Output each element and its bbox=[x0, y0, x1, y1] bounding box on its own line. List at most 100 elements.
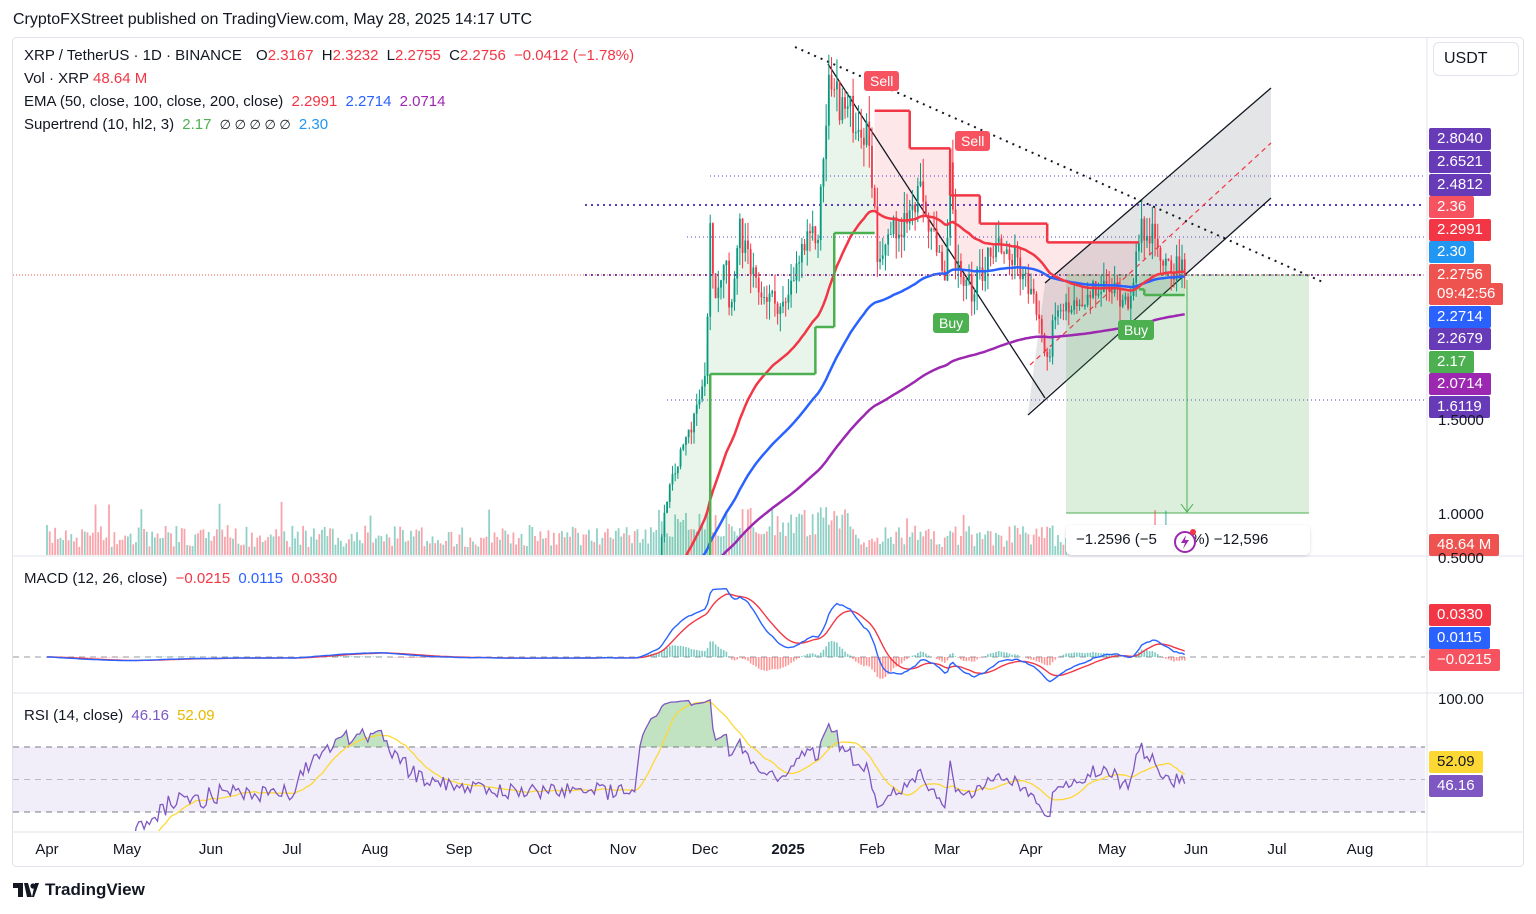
candle-body bbox=[440, 594, 442, 595]
candle-body bbox=[176, 608, 178, 609]
macd-hist-bar bbox=[706, 648, 709, 657]
candle-body bbox=[800, 243, 803, 263]
volume-bar bbox=[520, 533, 523, 555]
macd-hist-bar bbox=[1024, 657, 1027, 658]
candle-body bbox=[1030, 288, 1032, 294]
candle-body bbox=[477, 596, 479, 597]
volume-bar bbox=[951, 532, 954, 555]
candle-body bbox=[779, 306, 782, 314]
rsi-legend[interactable]: RSI (14, close) 46.16 52.09 bbox=[24, 707, 219, 724]
macd-hist-bar bbox=[712, 641, 714, 657]
candle-body bbox=[143, 605, 145, 607]
volume-bar bbox=[1046, 526, 1049, 555]
candle-body bbox=[262, 611, 264, 613]
candle-body bbox=[951, 162, 954, 210]
rsi-value: 46.16 bbox=[131, 707, 169, 724]
candle-body bbox=[857, 129, 860, 133]
volume-bar bbox=[288, 546, 291, 555]
macd-hist-bar bbox=[663, 649, 666, 657]
candle-body bbox=[310, 608, 312, 610]
candle-body bbox=[593, 603, 595, 604]
tradingview-logo[interactable]: TradingView bbox=[13, 880, 145, 900]
candle-body bbox=[676, 466, 679, 474]
volume-bar bbox=[525, 546, 528, 555]
volume-bar bbox=[561, 531, 563, 555]
candle-body bbox=[914, 204, 917, 213]
candle-body bbox=[502, 597, 504, 599]
volume-bar bbox=[579, 545, 582, 555]
volume-bar bbox=[895, 531, 898, 555]
publish-info: CryptoFXStreet published on TradingView.… bbox=[13, 11, 533, 28]
candle-body bbox=[205, 610, 207, 611]
volume-bar bbox=[676, 519, 679, 555]
candle-body bbox=[232, 609, 234, 610]
macd-hist-bar bbox=[644, 655, 647, 657]
volume-bar bbox=[366, 532, 369, 555]
symbol-title[interactable]: XRP / TetherUS · 1D · BINANCE bbox=[24, 47, 242, 64]
candle-body bbox=[548, 601, 550, 602]
ema-legend[interactable]: EMA (50, close, 100, close, 200, close) … bbox=[24, 93, 450, 110]
macd-hist-bar bbox=[884, 657, 887, 677]
candle-body bbox=[1124, 296, 1127, 300]
supertrend-legend[interactable]: Supertrend (10, hl2, 3) 2.17 ∅ ∅ ∅ ∅ ∅ 2… bbox=[24, 116, 332, 133]
volume-bar bbox=[162, 537, 164, 555]
candle-body bbox=[1046, 351, 1049, 357]
macd-hist-bar bbox=[1076, 652, 1078, 657]
volume-bar bbox=[787, 522, 790, 555]
supertrend-fill bbox=[1047, 242, 1139, 357]
volume-bar bbox=[504, 530, 507, 555]
ema200-value: 2.0714 bbox=[399, 93, 446, 110]
candle-body bbox=[424, 592, 426, 595]
candle-body bbox=[825, 125, 828, 160]
volume-bar bbox=[224, 536, 226, 555]
time-axis-label: Jun bbox=[1183, 841, 1209, 858]
macd-hist-bar bbox=[776, 657, 779, 670]
candle-body bbox=[383, 589, 385, 590]
candle-body bbox=[871, 145, 873, 188]
candle-body bbox=[254, 611, 256, 612]
macd-hist-bar bbox=[768, 657, 771, 671]
currency-button[interactable]: USDT bbox=[1433, 42, 1519, 76]
candle-body bbox=[583, 603, 585, 604]
macd-hist-bar bbox=[1156, 654, 1159, 657]
candle-body bbox=[634, 605, 636, 606]
candle-body bbox=[755, 267, 757, 278]
candle-body bbox=[494, 598, 496, 599]
candle-body bbox=[1135, 251, 1138, 283]
candle-body bbox=[480, 596, 482, 597]
candle-body bbox=[1059, 310, 1062, 312]
volume-bar bbox=[1005, 540, 1008, 555]
time-axis-label: Jul bbox=[282, 841, 302, 858]
candle-body bbox=[553, 601, 555, 602]
volume-bar bbox=[234, 528, 237, 555]
candle-body bbox=[838, 81, 841, 121]
macd-histogram bbox=[48, 640, 1186, 679]
macd-hist-bar bbox=[962, 657, 965, 662]
volume-bar bbox=[482, 538, 485, 555]
macd-hist-bar bbox=[434, 657, 437, 658]
candle-body bbox=[725, 260, 728, 266]
candle-body bbox=[127, 604, 129, 605]
macd-hist-bar bbox=[695, 649, 698, 657]
candle-body bbox=[526, 601, 528, 602]
candle-body bbox=[1121, 299, 1124, 307]
macd-hist-bar bbox=[415, 657, 418, 658]
candle-body bbox=[173, 608, 175, 609]
macd-hist-bar bbox=[81, 657, 83, 658]
macd-hist-bar bbox=[83, 657, 86, 658]
volume-legend[interactable]: Vol · XRP 48.64 M bbox=[24, 70, 151, 87]
macd-hist-bar bbox=[728, 656, 730, 657]
candle-body bbox=[887, 234, 890, 245]
candle-body bbox=[1081, 304, 1084, 307]
macd-legend[interactable]: MACD (12, 26, close) −0.0215 0.0115 0.03… bbox=[24, 570, 341, 587]
candle-body bbox=[78, 594, 80, 595]
lightning-icon[interactable] bbox=[1172, 528, 1198, 554]
supertrend-fills bbox=[659, 74, 1185, 555]
volume-bar bbox=[94, 504, 97, 555]
candle-body bbox=[674, 473, 677, 475]
candle-body bbox=[876, 206, 879, 263]
short-position-box[interactable] bbox=[1066, 274, 1309, 514]
candle-body bbox=[623, 604, 625, 606]
volume-bar bbox=[790, 514, 792, 555]
